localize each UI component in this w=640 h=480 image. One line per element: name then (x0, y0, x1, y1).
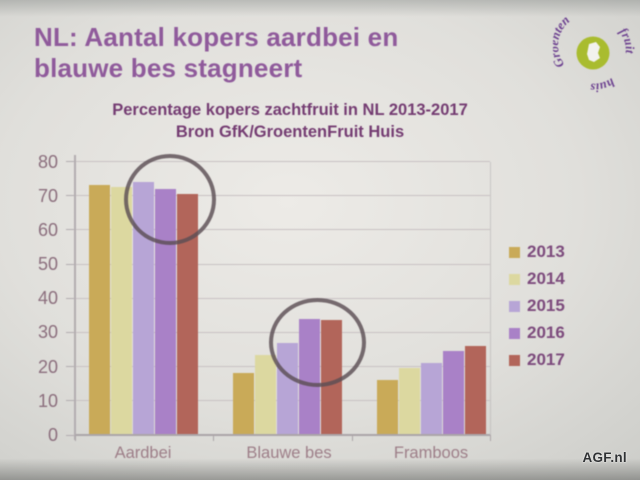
y-axis-tick (66, 263, 74, 265)
agf-nl-watermark: AGF.nl (582, 450, 627, 465)
legend-entry-2013: 2013 (509, 242, 565, 261)
y-axis-tick-label: 70 (37, 185, 58, 206)
gridline-50 (75, 263, 490, 265)
y-axis-tick (66, 366, 74, 368)
x-axis-label-blauwe-bes: Blauwe bes (246, 444, 332, 462)
y-axis-tick-label: 10 (37, 390, 58, 411)
x-axis-label-aardbei: Aardbei (114, 444, 172, 462)
plot-right-border (490, 161, 491, 435)
x-axis-tick (351, 435, 353, 441)
bar-blauwe-bes-2014 (255, 354, 277, 434)
chart-title: Percentage kopers zachtfruit in NL 2013-… (112, 101, 468, 119)
chart-source-subtitle: Bron GfK/GroentenFruit Huis (175, 123, 405, 141)
x-axis-line (74, 434, 490, 436)
y-axis-tick (66, 434, 74, 436)
bar-aardbei-2016 (155, 188, 177, 434)
legend-label-2015: 2015 (527, 296, 565, 315)
y-axis-tick (66, 297, 74, 299)
y-axis-tick (66, 161, 74, 162)
y-axis-tick-label: 0 (47, 425, 58, 445)
y-axis-tick-label: 50 (37, 254, 58, 275)
bar-blauwe-bes-2013 (233, 373, 254, 434)
bar-framboos-2015 (421, 363, 443, 434)
y-axis-tick-label: 40 (37, 288, 58, 309)
bar-framboos-2013 (377, 380, 398, 434)
x-axis-tick (213, 435, 215, 441)
legend-label-2014: 2014 (527, 269, 565, 288)
legend-entry-2017: 2017 (509, 350, 565, 369)
legend-swatch-2013 (509, 246, 520, 258)
y-axis-tick-label: 80 (37, 151, 58, 172)
legend-label-2017: 2017 (527, 350, 565, 369)
legend-label-2016: 2016 (527, 323, 565, 342)
legend-swatch-2017 (509, 354, 520, 366)
bar-aardbei-2015 (133, 182, 155, 434)
legend-label-2013: 2013 (527, 242, 565, 261)
annotation-circle-aardbei (124, 154, 216, 245)
y-axis-tick (66, 331, 74, 333)
gridline-80 (75, 161, 490, 162)
bar-framboos-2016 (443, 351, 465, 434)
legend-swatch-2016 (509, 327, 520, 339)
bar-framboos-2017 (465, 346, 487, 434)
y-axis-tick-label: 30 (37, 322, 58, 343)
legend-entry-2015: 2015 (509, 296, 565, 315)
y-axis-tick-label: 60 (37, 219, 58, 240)
x-axis-tick (490, 435, 491, 441)
groentenfruit-huis-logo-icon: Groenten fruit huis (553, 13, 637, 95)
legend-entry-2016: 2016 (509, 323, 565, 342)
x-axis-label-framboos: Framboos (393, 444, 469, 462)
gridline-70 (75, 195, 490, 197)
legend-swatch-2014 (509, 273, 520, 285)
bar-framboos-2014 (399, 368, 421, 434)
x-axis-tick (75, 435, 76, 441)
legend-entry-2014: 2014 (509, 269, 565, 288)
y-axis-tick (66, 229, 74, 231)
y-axis-tick-label: 20 (37, 356, 58, 377)
bar-aardbei-2014 (111, 187, 133, 434)
legend-swatch-2015 (509, 300, 520, 312)
bar-aardbei-2013 (89, 185, 110, 434)
y-axis-tick (66, 400, 74, 402)
bar-aardbei-2017 (177, 193, 199, 434)
y-axis-line (74, 154, 76, 440)
chart-title-block: Percentage kopers zachtfruit in NL 2013-… (88, 99, 492, 143)
gridline-40 (75, 297, 490, 299)
y-axis-tick (66, 195, 74, 197)
slide-title: NL: Aantal kopers aardbei en blauwe bes … (34, 22, 399, 83)
annotation-circle-blauwe-bes (269, 298, 366, 387)
chart-legend: 2013 2014 2015 2016 2017 (509, 242, 565, 378)
gridline-60 (75, 229, 490, 231)
